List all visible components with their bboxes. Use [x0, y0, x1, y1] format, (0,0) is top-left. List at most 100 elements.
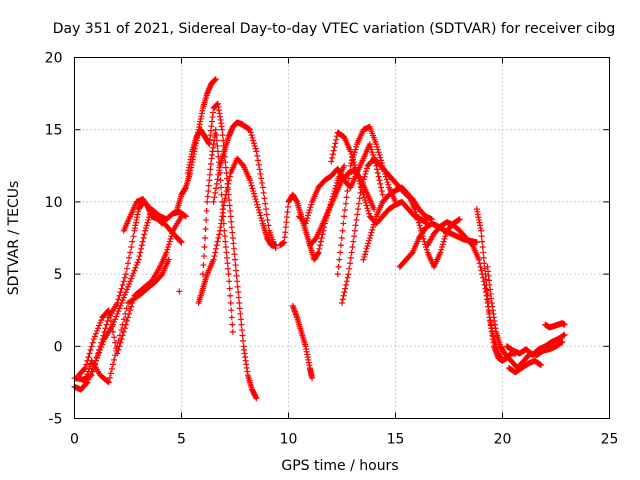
data-point — [200, 253, 207, 260]
axis-tick-labels: 0 5 10 15 20 25 -5 0 5 10 15 20 — [45, 51, 619, 448]
data-point — [362, 248, 369, 255]
data-point — [332, 140, 339, 147]
data-point — [96, 322, 103, 329]
data-point — [347, 162, 354, 169]
data-point — [352, 146, 359, 153]
data-point — [345, 271, 352, 278]
data-point — [217, 177, 224, 184]
data-point — [341, 289, 348, 296]
data-point — [102, 325, 109, 332]
data-point — [370, 221, 377, 228]
data-point — [142, 227, 149, 234]
y-tick-label: 15 — [45, 123, 63, 139]
data-point — [82, 379, 89, 386]
series-arc-s — [396, 220, 480, 270]
data-point — [86, 350, 93, 357]
data-point — [347, 260, 354, 267]
data-point — [486, 309, 493, 316]
data-point — [234, 278, 241, 285]
data-point — [143, 222, 150, 229]
series-arc-k — [276, 162, 348, 263]
data-point — [355, 200, 362, 207]
data-point — [227, 299, 234, 306]
data-point — [340, 292, 347, 299]
data-point — [361, 253, 368, 260]
data-point — [129, 238, 136, 245]
data-point — [366, 237, 373, 244]
data-point — [226, 278, 233, 285]
data-point — [336, 256, 343, 263]
data-point — [247, 129, 254, 136]
data-point — [120, 316, 127, 323]
data-point — [366, 141, 373, 148]
data-point — [348, 151, 355, 158]
data-point — [368, 229, 375, 236]
data-point — [345, 175, 352, 182]
data-point — [246, 177, 253, 184]
data-point — [127, 278, 134, 285]
data-point — [105, 307, 112, 314]
data-point — [206, 177, 213, 184]
data-point — [439, 244, 446, 251]
data-point — [369, 149, 376, 156]
data-point — [122, 310, 129, 317]
series-arc-r — [360, 184, 463, 270]
data-point — [237, 316, 244, 323]
data-point — [226, 197, 233, 204]
data-point — [367, 232, 374, 239]
data-point — [96, 349, 103, 356]
data-point — [119, 297, 126, 304]
data-point — [129, 272, 136, 279]
data-point — [228, 218, 235, 225]
data-point — [213, 185, 220, 192]
data-point — [211, 253, 218, 260]
data-point — [122, 289, 129, 296]
data-point — [247, 179, 254, 186]
data-point — [281, 239, 288, 246]
data-point — [330, 147, 337, 154]
data-point — [415, 219, 422, 226]
data-point — [200, 262, 207, 269]
data-point — [226, 177, 233, 184]
data-point — [372, 216, 379, 223]
series-arc-f — [174, 76, 219, 213]
data-point — [355, 175, 362, 182]
data-point — [89, 339, 96, 346]
data-point — [480, 254, 487, 261]
data-point — [130, 233, 137, 240]
data-point — [342, 285, 349, 292]
data-point — [113, 347, 120, 354]
data-point — [238, 321, 245, 328]
data-point — [339, 299, 345, 306]
data-point — [374, 166, 381, 173]
data-point — [358, 186, 365, 193]
data-point — [360, 191, 367, 198]
data-point — [225, 271, 232, 278]
data-point — [214, 238, 221, 245]
data-point — [122, 271, 129, 278]
data-point — [365, 207, 372, 214]
data-point — [203, 207, 210, 214]
data-point — [93, 327, 100, 334]
data-point — [134, 259, 141, 266]
data-point — [256, 166, 263, 173]
data-point — [211, 194, 218, 201]
data-point — [317, 242, 324, 249]
data-point — [128, 275, 135, 282]
data-point — [352, 222, 359, 229]
data-point — [227, 213, 234, 220]
data-point — [251, 193, 258, 200]
data-point — [95, 325, 102, 332]
data-point — [362, 170, 369, 177]
data-point — [375, 173, 382, 180]
data-point — [329, 154, 336, 161]
data-point — [229, 321, 236, 328]
data-point — [106, 312, 113, 319]
data-point — [169, 230, 176, 237]
data-point — [229, 235, 236, 241]
data-point — [353, 216, 360, 223]
data-point — [363, 168, 370, 175]
data-point — [263, 211, 270, 218]
data-point — [222, 191, 229, 198]
x-axis-label: GPS time / hours — [281, 458, 398, 474]
